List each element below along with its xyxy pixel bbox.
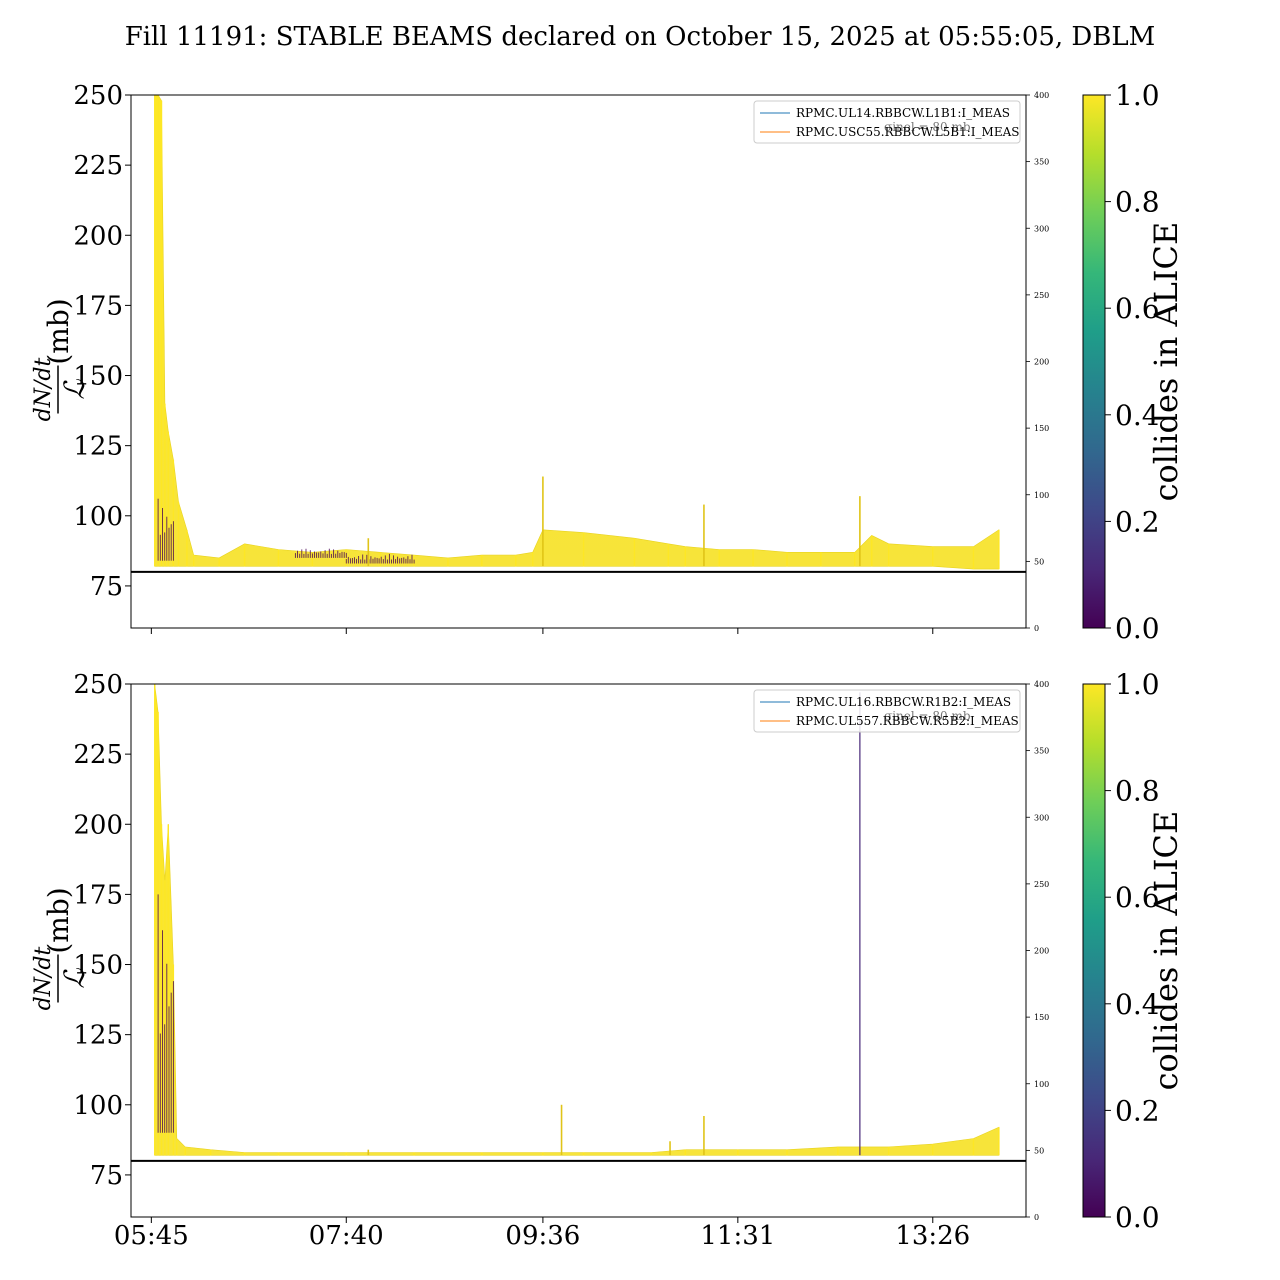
ytick-label: 200 xyxy=(73,221,123,251)
low-state-region xyxy=(294,548,347,558)
ytick-label: 225 xyxy=(73,740,123,770)
legend-entry: RPMC.UL14.RBBCW.L1B1:I_MEAS xyxy=(796,106,1010,120)
right-ytick-label: 350 xyxy=(1034,747,1049,756)
right-ytick-label: 100 xyxy=(1034,491,1049,500)
colorbar-tick-label: 0.8 xyxy=(1115,775,1160,808)
right-ytick-label: 150 xyxy=(1034,1013,1049,1022)
ytick-label: 100 xyxy=(73,502,123,532)
ytick-label: 75 xyxy=(90,1161,123,1191)
colorbar-fill xyxy=(1082,94,1106,629)
colorbar-tick-label: 0.6 xyxy=(1115,292,1160,325)
ytick-label: 175 xyxy=(73,291,123,321)
colorbar-tick-label: 1.0 xyxy=(1115,668,1160,701)
ytick-label: 75 xyxy=(90,572,123,602)
right-ytick-label: 400 xyxy=(1034,680,1049,689)
colorbar-tick-label: 0.8 xyxy=(1115,186,1160,219)
colorbar: 0.0 0.2 0.4 0.6 0.8 1.0 collides in ALICE xyxy=(1082,79,1185,645)
legend: RPMC.UL14.RBBCW.L1B1:I_MEAS RPMC.USC55.RB… xyxy=(753,100,1021,144)
colorbar-tick-label: 1.0 xyxy=(1115,79,1160,112)
ytick-label: 200 xyxy=(73,810,123,840)
ytick-label: 250 xyxy=(73,81,123,111)
right-ytick-label: 300 xyxy=(1034,224,1049,233)
ylabel-numerator: dN/dt xyxy=(31,947,56,1011)
right-ytick-label: 250 xyxy=(1034,880,1049,889)
right-ytick-label: 300 xyxy=(1034,813,1049,822)
legend-frame xyxy=(753,689,1021,733)
colorbar-label: collides in ALICE xyxy=(1147,222,1185,502)
low-state-region xyxy=(157,498,174,561)
ytick-label: 150 xyxy=(73,362,123,392)
ytick-label: 125 xyxy=(73,1021,123,1051)
data-envelope xyxy=(154,684,1000,1156)
ytick-label: 225 xyxy=(73,151,123,181)
right-ytick-label: 200 xyxy=(1034,358,1049,367)
right-ytick-label: 50 xyxy=(1034,1146,1044,1155)
right-ytick-label: 0 xyxy=(1034,1213,1039,1222)
colorbar-tick-label: 0.2 xyxy=(1115,505,1160,538)
ytick-label: 250 xyxy=(73,670,123,700)
right-ytick-label: 350 xyxy=(1034,158,1049,167)
colorbar: 0.0 0.2 0.4 0.6 0.8 1.0 collides in ALICE xyxy=(1082,668,1185,1234)
colorbar-label: collides in ALICE xyxy=(1147,811,1185,1091)
data-envelope xyxy=(154,95,1000,570)
legend-entry: RPMC.UL16.RBBCW.R1B2:I_MEAS xyxy=(796,695,1011,709)
colorbar-tick-label: 0.0 xyxy=(1115,1201,1160,1234)
colorbar-tick-label: 0.2 xyxy=(1115,1094,1160,1127)
ylabel-denominator: ℒ xyxy=(58,968,91,989)
low-state-region xyxy=(345,553,415,564)
legend: RPMC.UL16.RBBCW.R1B2:I_MEAS RPMC.UL557.RB… xyxy=(753,689,1021,733)
right-ytick-label: 250 xyxy=(1034,291,1049,300)
colorbar-tick-label: 0.4 xyxy=(1115,988,1160,1021)
ytick-label: 175 xyxy=(73,880,123,910)
ytick-label: 100 xyxy=(73,1091,123,1121)
axes-frame xyxy=(130,683,1027,1218)
xtick-label: 05:45 xyxy=(114,1221,189,1251)
ytick-label: 150 xyxy=(73,951,123,981)
right-ytick-label: 200 xyxy=(1034,947,1049,956)
xtick-label: 13:26 xyxy=(895,1221,970,1251)
right-ytick-label: 100 xyxy=(1034,1080,1049,1089)
xtick-label: 11:31 xyxy=(700,1221,775,1251)
ylabel-unit: (mb) xyxy=(42,298,75,364)
ylabel-denominator: ℒ xyxy=(58,379,91,400)
right-ytick-label: 50 xyxy=(1034,557,1044,566)
ytick-label: 125 xyxy=(73,432,123,462)
ylabel-unit: (mb) xyxy=(42,887,75,953)
reference-line-label: σinel = 80 mb xyxy=(884,709,971,723)
colorbar-fill xyxy=(1082,683,1106,1218)
plot-area xyxy=(131,95,1026,573)
legend-entry: RPMC.USC55.RBBCW.L5B1:I_MEAS xyxy=(796,125,1019,139)
colorbar-tick-label: 0.6 xyxy=(1115,881,1160,914)
right-ytick-label: 400 xyxy=(1034,91,1049,100)
colorbar-tick-label: 0.0 xyxy=(1115,612,1160,645)
legend-frame xyxy=(753,100,1021,144)
figure-title: Fill 11191: STABLE BEAMS declared on Oct… xyxy=(125,22,1156,52)
plot-area xyxy=(131,684,1026,1162)
legend-entry: RPMC.UL557.RBBCW.R5B2:I_MEAS xyxy=(796,714,1019,728)
low-state-region xyxy=(157,894,174,1133)
ylabel: dN/dt ℒ (mb) xyxy=(31,887,91,1010)
panel-bottom: 75 100 125 150 175 200 225 250 0 50 100 150 200 250 30… xyxy=(31,668,1185,1251)
ylabel: dN/dt ℒ (mb) xyxy=(31,298,91,421)
xtick-label: 07:40 xyxy=(309,1221,384,1251)
panel-top: 75 100 125 150 175 200 225 250 0 50 100 150 200 250 30… xyxy=(31,79,1185,645)
reference-line-label: σinel = 80 mb xyxy=(884,120,971,134)
ylabel-numerator: dN/dt xyxy=(31,358,56,422)
xtick-label: 09:36 xyxy=(505,1221,580,1251)
right-ytick-label: 150 xyxy=(1034,424,1049,433)
colorbar-tick-label: 0.4 xyxy=(1115,399,1160,432)
right-ytick-label: 0 xyxy=(1034,624,1039,633)
